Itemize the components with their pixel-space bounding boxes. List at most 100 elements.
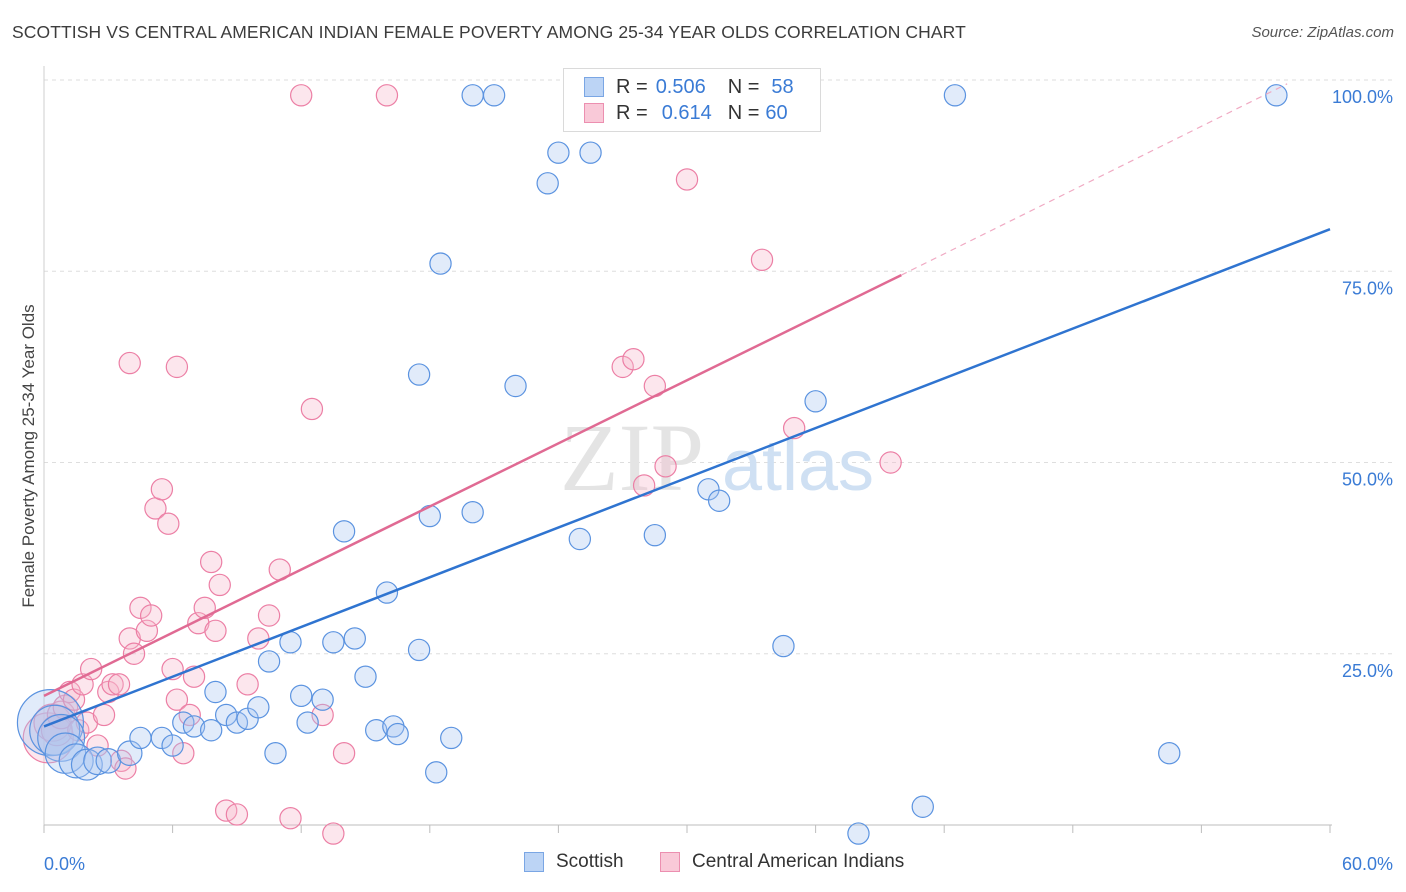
scottish-point [354, 665, 377, 688]
scottish-point [204, 680, 227, 704]
legend-label-central: Central American Indians [692, 851, 905, 872]
central-point [150, 478, 174, 501]
scottish-point [804, 390, 827, 413]
central-point [622, 348, 645, 371]
scottish-point [83, 746, 112, 776]
scottish-point [847, 822, 870, 845]
series-legend: Scottish Central American Indians [0, 851, 1406, 879]
central-point [654, 455, 677, 478]
series-central-american-indians [22, 84, 902, 845]
scottish-point [95, 748, 122, 774]
gridlines [44, 79, 1392, 655]
scottish-point [407, 363, 431, 386]
scottish-point [311, 688, 334, 711]
central-point [204, 619, 227, 643]
r-label: R = [616, 75, 648, 98]
scottish-point [461, 501, 484, 524]
scottish-point [911, 795, 934, 818]
legend-row-central: R = 0.614 N = 60 [584, 100, 788, 126]
central-point [311, 703, 334, 727]
scottish-swatch [584, 77, 604, 97]
scottish-point [772, 634, 795, 658]
tick-labels: 25.0% 50.0% 75.0% 100.0% 0.0% 60.0% [44, 87, 1393, 874]
scottish-point [1158, 742, 1181, 765]
watermark-zip: ZIP [560, 404, 704, 511]
central-point [165, 688, 189, 711]
scottish-point [247, 696, 270, 719]
legend-item-central[interactable]: Central American Indians [660, 851, 904, 873]
scottish-point [343, 627, 366, 650]
scottish-swatch [524, 852, 544, 872]
scottish-point [547, 141, 570, 164]
central-point [225, 803, 249, 826]
central-point [208, 573, 231, 597]
central-point [118, 351, 141, 375]
central-swatch [584, 103, 604, 123]
central-point [178, 703, 201, 727]
central-point [236, 673, 259, 696]
n-label: N = [727, 101, 760, 124]
central-point [879, 451, 902, 474]
legend-item-scottish[interactable]: Scottish [524, 851, 624, 873]
central-point [122, 642, 146, 665]
central-point [257, 604, 281, 627]
scottish-point [290, 684, 313, 708]
scottish-point [482, 84, 506, 107]
axes [43, 66, 1332, 833]
scottish-point [37, 713, 86, 762]
x-tick-label: 60.0% [1342, 854, 1393, 874]
source-label: Source: ZipAtlas.com [1251, 24, 1394, 41]
scottish-point [568, 527, 592, 551]
central-point [300, 397, 324, 421]
scottish-point [579, 141, 602, 164]
central-point [675, 168, 699, 191]
central-point [109, 749, 133, 773]
watermark-atlas: atlas [722, 426, 874, 506]
central-point [107, 673, 131, 696]
r-value-scottish: 0.506 [655, 75, 706, 98]
n-value-central: 60 [765, 101, 788, 124]
y-tick-label: 25.0% [1342, 661, 1393, 681]
scottish-point [182, 715, 206, 738]
n-value-scottish: 58 [771, 75, 794, 98]
scottish-point [129, 726, 152, 750]
scottish-point [296, 711, 319, 734]
scottish-point [70, 748, 103, 781]
scottish-point [943, 84, 967, 107]
r-value-central: 0.614 [661, 101, 712, 124]
series-scottish [16, 84, 1288, 845]
scottish-point [643, 523, 667, 547]
legend-label-scottish: Scottish [556, 851, 624, 872]
scottish-point [407, 638, 431, 662]
y-tick-label: 50.0% [1342, 470, 1393, 490]
scottish-point [440, 726, 463, 750]
trend-lines [43, 83, 1331, 728]
central-point [101, 673, 124, 696]
scottish-point [1265, 84, 1288, 107]
central-point [193, 596, 216, 620]
scottish-point [504, 374, 527, 398]
scottish-point [58, 743, 94, 779]
x-tick-label: 0.0% [44, 854, 85, 874]
central-point [92, 703, 116, 727]
n-label: N = [727, 75, 760, 98]
scottish-point [161, 734, 184, 757]
scottish-point [257, 650, 281, 673]
legend-row-scottish: R = 0.506 N = 58 [584, 74, 794, 100]
stats-legend: R = 0.506 N = 58 R = 0.614 N = 60 [563, 68, 821, 132]
scottish-point [264, 742, 287, 765]
central-point [322, 822, 345, 845]
central-point [632, 474, 656, 497]
central-point [165, 355, 189, 379]
watermark: ZIP atlas [560, 404, 874, 511]
scottish-point [429, 252, 452, 275]
central-point [375, 84, 399, 107]
scottish-point [382, 715, 405, 738]
central-point [279, 807, 302, 830]
central-point [139, 604, 163, 627]
y-tick-label: 100.0% [1332, 87, 1393, 107]
scottish-point [425, 761, 448, 784]
scottish-point [365, 719, 388, 742]
scottish-point [199, 719, 223, 742]
